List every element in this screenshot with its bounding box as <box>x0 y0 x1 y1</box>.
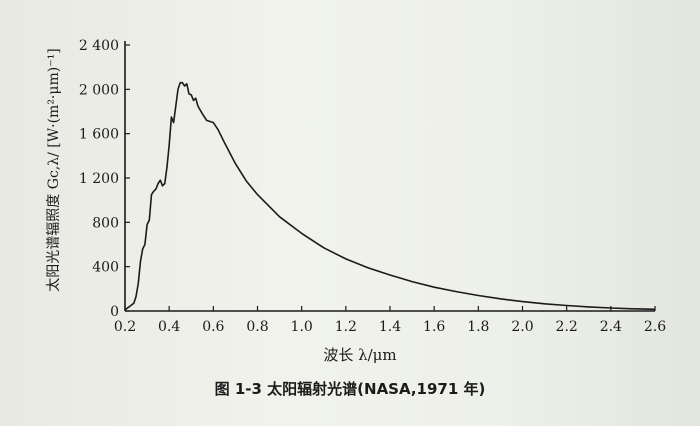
spectrum-line <box>124 81 656 311</box>
series-group <box>124 81 656 311</box>
x-tick-label: 2.6 <box>644 319 666 335</box>
y-tick-label: 1 200 <box>79 171 119 187</box>
x-tick-label: 0.2 <box>114 319 136 335</box>
x-axis-ticks: 0.2 0.4 0.6 0.8 1.0 1.2 1.4 1.6 1.8 2.0 2.2 2.4 2.6 <box>114 306 666 335</box>
x-tick-label: 2.0 <box>511 319 533 335</box>
x-tick-label: 1.4 <box>379 319 401 335</box>
x-axis-label: 波长 λ/μm <box>323 346 396 364</box>
x-tick-label: 1.8 <box>467 319 489 335</box>
x-tick-label: 1.0 <box>291 319 313 335</box>
x-tick-label: 1.6 <box>423 319 445 335</box>
x-tick-label: 1.2 <box>335 319 357 335</box>
x-tick-label: 0.4 <box>158 319 180 335</box>
y-axis-ticks: 0 400 800 1 200 1 600 2 000 2 400 <box>79 38 130 320</box>
x-tick-label: 2.2 <box>556 319 578 335</box>
y-tick-label: 0 <box>110 304 119 320</box>
figure-caption: 图 1-3 太阳辐射光谱(NASA,1971 年) <box>214 380 486 398</box>
y-axis-label: 太阳光谱辐照度 Gc,λ/ [W·(m²·μm)⁻¹] <box>46 48 62 291</box>
y-tick-label: 1 600 <box>79 127 119 143</box>
axes-group <box>124 41 655 312</box>
y-tick-label: 800 <box>92 215 119 231</box>
y-tick-label: 2 400 <box>79 38 119 54</box>
x-tick-label: 0.8 <box>246 319 268 335</box>
x-tick-label: 0.6 <box>202 319 224 335</box>
solar-spectrum-chart: 0.2 0.4 0.6 0.8 1.0 1.2 1.4 1.6 1.8 2.0 2.2 2.4 2.6 … <box>46 38 666 364</box>
x-tick-label: 2.4 <box>600 319 622 335</box>
y-tick-label: 400 <box>92 260 119 276</box>
y-tick-label: 2 000 <box>79 82 119 98</box>
